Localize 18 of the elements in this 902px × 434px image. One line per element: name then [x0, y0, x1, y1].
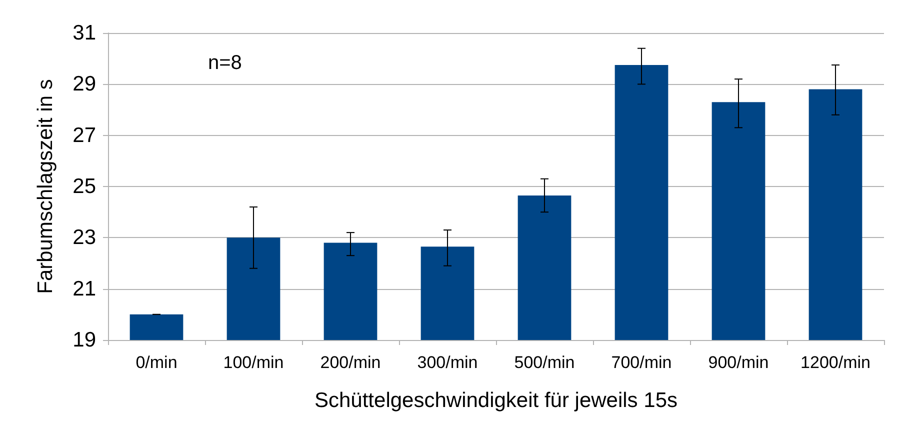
x-tick-label: 300/min	[417, 353, 478, 372]
y-tick-label: 25	[72, 175, 96, 198]
y-tick-label: 23	[72, 226, 96, 250]
x-tick-label: 100/min	[223, 353, 284, 372]
y-tick-label: 19	[72, 328, 96, 352]
x-tick-label: 700/min	[611, 353, 672, 372]
x-tick-label: 500/min	[514, 353, 575, 372]
x-tick-label: 900/min	[708, 353, 769, 372]
y-tick-label: 29	[72, 72, 96, 96]
x-tick-label: 0/min	[136, 353, 178, 372]
annotation: n=8	[208, 52, 242, 74]
y-tick-label: 21	[72, 277, 96, 300]
x-axis-title: Schüttelgeschwindigkeit für jeweils 15s	[314, 389, 678, 412]
x-tick-label: 200/min	[320, 353, 381, 372]
x-tick-label: 1200/min	[800, 353, 870, 372]
y-tick-label: 27	[72, 124, 96, 147]
y-tick-label: 31	[72, 22, 96, 44]
y-axis-title: Farbumschlagszeit in s	[34, 79, 57, 294]
